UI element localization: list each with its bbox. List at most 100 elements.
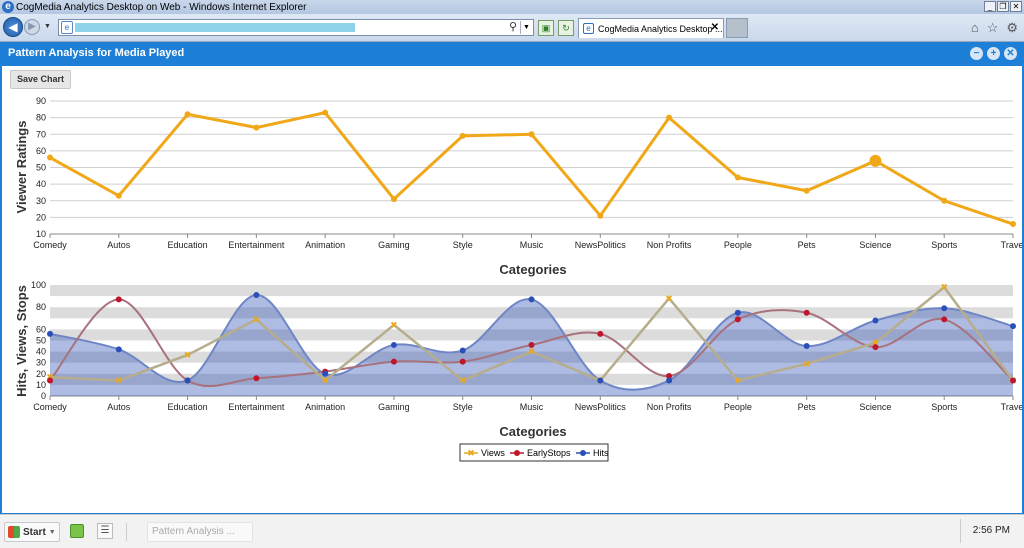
plot-band-c2 (50, 373, 1013, 385)
forward-button[interactable]: ▶ (24, 19, 40, 35)
start-label: Start (23, 526, 46, 538)
save-chart-button[interactable]: Save Chart (10, 70, 72, 89)
list-menu-icon[interactable]: ☰ (97, 523, 113, 539)
clock-divider (960, 519, 961, 543)
hits-point (528, 296, 535, 303)
hits-point (115, 346, 122, 353)
minimize-window-button[interactable]: _ (984, 1, 996, 12)
taskbar-divider (126, 523, 127, 541)
tab-cogmedia[interactable]: e CogMedia Analytics Desktop ... ✕ (578, 18, 724, 38)
close-tab-icon[interactable]: ✕ (710, 22, 719, 33)
ratings-point (1010, 221, 1016, 228)
earlystops-point (666, 373, 673, 380)
legend-marker (580, 450, 586, 456)
maximize-icon[interactable]: + (987, 47, 1000, 60)
views-point: ✖ (734, 375, 742, 385)
x-tick-label-c1: Sports (931, 240, 958, 250)
refresh-icon[interactable]: ↻ (558, 20, 574, 36)
x-tick-label-c2: Gaming (378, 402, 410, 412)
views-point: ✖ (459, 375, 467, 385)
address-bar[interactable]: e ⚲ ▼ (58, 19, 534, 36)
compatibility-view-icon[interactable]: ▣ (538, 20, 554, 36)
tab-page-icon: e (583, 23, 594, 34)
address-url-highlight[interactable] (75, 23, 355, 32)
app-content: Save Chart 10 20 30 40 50 60 70 80 90 Comedy Autos… (2, 66, 1022, 513)
earlystops-point (528, 341, 535, 348)
legend-marker (514, 450, 520, 456)
ie-logo-icon: e (2, 1, 14, 13)
ratings-point (47, 154, 53, 161)
views-point: ✖ (940, 282, 948, 292)
ratings-point (253, 124, 260, 131)
ratings-point-highlighted (869, 154, 882, 167)
x-tick-label-c2: Entertainment (228, 402, 285, 412)
earlystops-point (47, 377, 53, 384)
earlystops-point (803, 309, 810, 316)
y-tick-label-c1: 60 (36, 146, 46, 156)
restore-window-button[interactable]: ❐ (997, 1, 1009, 12)
address-dropdown-icon[interactable]: ▼ (520, 21, 532, 34)
y-tick-label-c2: 40 (36, 347, 46, 357)
views-point: ✖ (803, 359, 811, 369)
browser-right-icons: ⌂ ☆ ⚙ (971, 20, 1018, 36)
views-point: ✖ (321, 375, 329, 385)
earlystops-point (459, 358, 466, 365)
new-tab-button[interactable] (726, 18, 748, 38)
home-icon[interactable]: ⌂ (970, 20, 979, 35)
browser-toolbar: ◀ ▶ ▼ e ⚲ ▼ ▣ ↻ e CogMedia Analytics Des… (0, 14, 1024, 42)
app-launcher-icon[interactable] (70, 524, 84, 538)
views-point: ✖ (115, 375, 123, 385)
views-point: ✖ (665, 293, 673, 303)
close-window-button[interactable]: ✕ (1010, 1, 1022, 12)
x-tick-label-c2: Autos (107, 402, 131, 412)
start-logo-icon (8, 526, 20, 538)
chart-legend: ✖ Views EarlyStops Hits (459, 443, 609, 462)
app-title: Pattern Analysis for Media Played (8, 47, 185, 59)
ratings-point (666, 114, 673, 121)
earlystops-point (253, 375, 260, 382)
page-icon: e (61, 21, 73, 34)
x-tick-label-c1: People (724, 240, 752, 250)
history-dropdown-icon[interactable]: ▼ (44, 23, 51, 30)
y-tick-label-c2: 0 (41, 391, 46, 401)
y-tick-label-c1: 70 (36, 129, 46, 139)
y-tick-label-c2: 60 (36, 324, 46, 334)
ratings-point (803, 187, 810, 194)
close-icon[interactable]: ✕ (1004, 47, 1017, 60)
plot-band-c2 (50, 285, 1013, 297)
earlystops-point (872, 344, 879, 351)
x-tick-label-c1: NewsPolitics (575, 240, 627, 250)
x-tick-label-c2: Style (453, 402, 473, 412)
x-tick-label-c1: Science (859, 240, 891, 250)
x-tick-label-c1: Education (168, 240, 208, 250)
search-icon[interactable]: ⚲ (508, 21, 517, 33)
x-tick-label-c2: Science (859, 402, 891, 412)
earlystops-point (1010, 377, 1016, 384)
views-point: ✖ (184, 350, 192, 360)
minimize-icon[interactable]: − (970, 47, 983, 60)
window-titlebar: e CogMedia Analytics Desktop on Web - Wi… (0, 0, 1024, 14)
legend-box (459, 443, 609, 462)
start-button[interactable]: Start ▼ (4, 522, 60, 542)
ratings-point (597, 212, 604, 219)
x-tick-label-c2: Travel (1001, 402, 1022, 412)
legend-label: Hits (593, 448, 609, 458)
legend-label: Views (481, 448, 505, 458)
settings-gear-icon[interactable]: ⚙ (1006, 20, 1018, 35)
back-button[interactable]: ◀ (3, 17, 23, 37)
earlystops-point (941, 316, 948, 323)
ratings-point (528, 131, 535, 138)
hits-series-line (49, 293, 1014, 391)
hits-point (322, 370, 329, 377)
y-tick-label-c2: 20 (36, 369, 46, 379)
x-tick-label-c1: Gaming (378, 240, 410, 250)
x-tick-label-c2: Animation (305, 402, 345, 412)
hits-point (390, 341, 397, 348)
y-axis-title-c2: Hits, Views, Stops (14, 285, 29, 397)
hits-point (597, 377, 604, 384)
favorites-star-icon[interactable]: ☆ (986, 20, 999, 35)
views-point: ✖ (872, 338, 880, 348)
taskbar-task-pattern-analysis[interactable]: Pattern Analysis ... (147, 522, 253, 542)
clock: 2:56 PM (972, 525, 1010, 536)
